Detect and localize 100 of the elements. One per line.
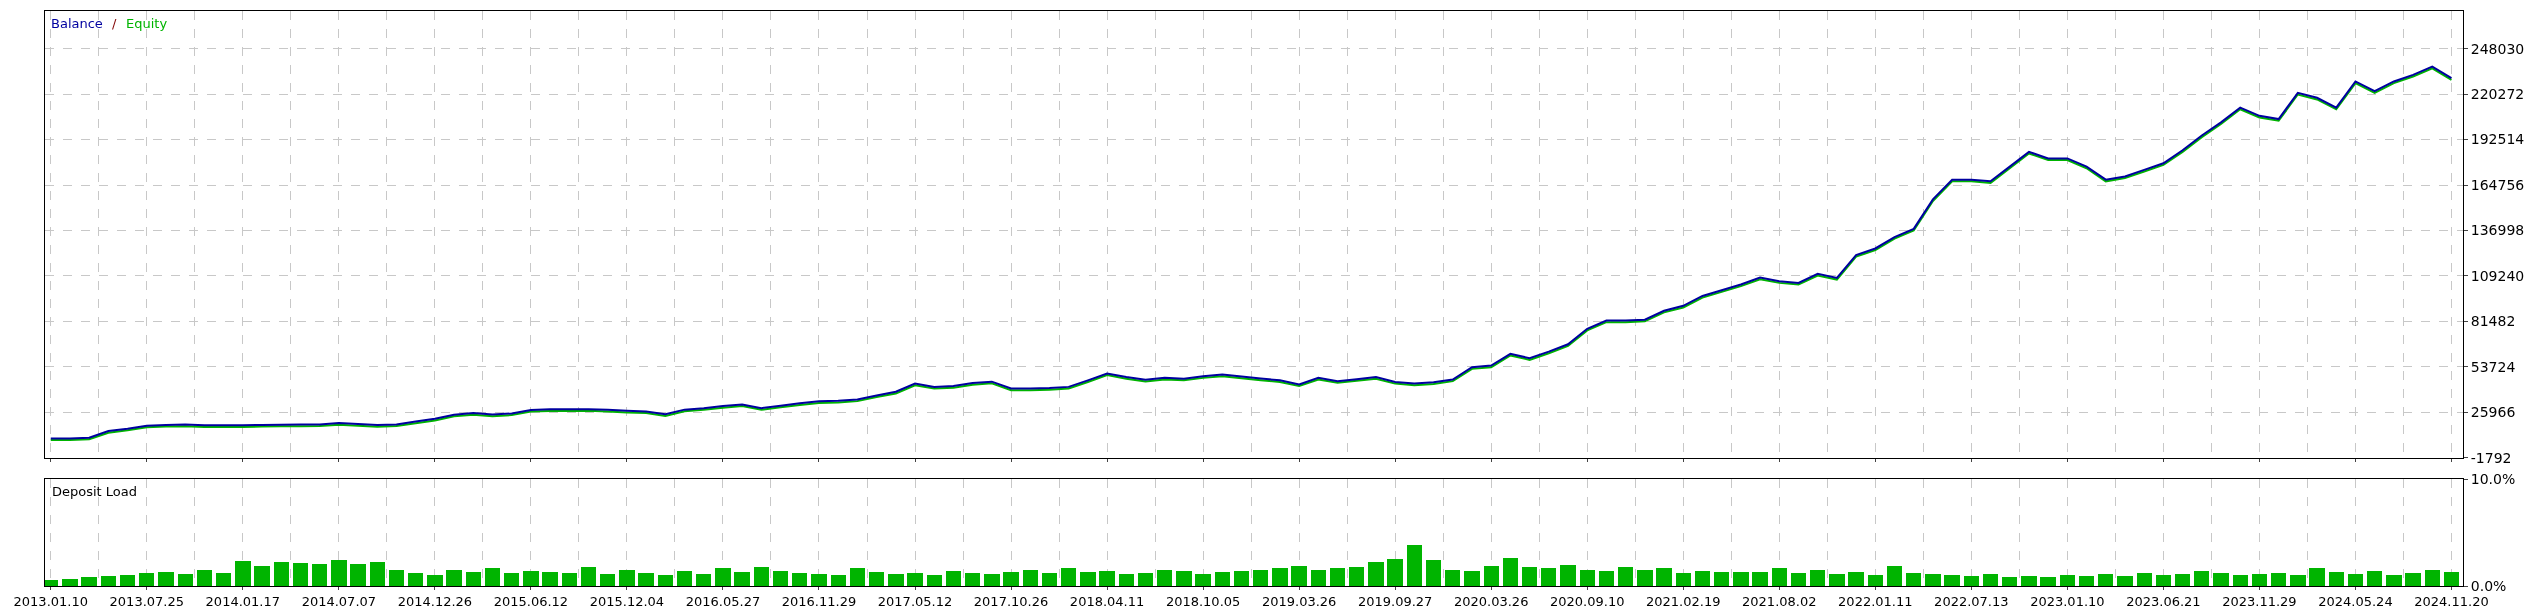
x-tick-label: 2021.08.02 <box>1742 593 1817 609</box>
x-tick-label: 2018.04.11 <box>1069 593 1145 609</box>
x-tick-label: 2013.07.25 <box>109 593 185 609</box>
bar <box>984 574 1000 586</box>
x-tick-label: 2018.10.05 <box>1165 593 1241 609</box>
bar <box>1464 571 1480 586</box>
bar <box>562 573 577 586</box>
bar <box>792 573 807 586</box>
x-tick-label: 2023.01.10 <box>2030 593 2105 609</box>
x-tick-label: 2020.03.26 <box>1453 593 1529 609</box>
bar <box>658 575 673 586</box>
bar <box>1349 567 1364 586</box>
bar <box>1445 570 1460 586</box>
x-tick-label: 2017.10.26 <box>973 593 1049 609</box>
y-tick-label: 192514 <box>2470 131 2525 148</box>
bar <box>1925 574 1941 586</box>
bar <box>2175 574 2190 586</box>
bar <box>1522 567 1537 586</box>
bar <box>2367 571 2382 586</box>
bar <box>523 571 539 586</box>
bar <box>1695 571 1710 586</box>
bar <box>1637 570 1653 586</box>
y-tick-label: 0.0% <box>2470 577 2507 594</box>
bar <box>1752 572 1768 586</box>
x-tick-label: 2024.11.20 <box>2414 593 2489 609</box>
bar <box>1195 574 1211 586</box>
bar <box>677 571 692 586</box>
bar <box>1138 573 1153 586</box>
bar <box>1003 572 1019 586</box>
bar <box>2060 575 2075 586</box>
chart-title: Deposit Load <box>52 484 138 499</box>
bar <box>2098 574 2113 586</box>
bar <box>427 575 443 586</box>
bar <box>1176 571 1192 586</box>
bar <box>312 564 327 586</box>
x-tick-label: 2023.06.21 <box>2126 593 2201 609</box>
bar <box>946 571 961 586</box>
bar <box>831 575 846 586</box>
bar <box>446 570 462 586</box>
bar <box>1618 567 1633 586</box>
bar <box>1676 573 1691 586</box>
x-tick-label: 2013.01.10 <box>13 593 88 609</box>
y-tick-label: 220272 <box>2470 85 2525 102</box>
bar <box>139 573 154 586</box>
bar <box>2233 575 2248 586</box>
x-tick-label: 2015.12.04 <box>589 593 665 609</box>
x-tick-label: 2015.06.12 <box>493 593 569 609</box>
bar <box>1061 568 1076 586</box>
bar <box>927 575 942 586</box>
bar <box>2156 575 2171 586</box>
bar <box>1791 573 1806 586</box>
bar <box>1215 572 1230 586</box>
bar <box>2271 573 2286 586</box>
bar <box>773 571 788 586</box>
bar <box>581 567 596 586</box>
bar <box>2002 577 2017 586</box>
bar <box>1387 559 1403 586</box>
bar <box>1848 572 1864 586</box>
bar <box>1906 573 1921 586</box>
bar <box>850 568 865 586</box>
bar <box>1829 574 1845 586</box>
y-tick-label: 136998 <box>2470 222 2525 239</box>
bar <box>2329 572 2344 586</box>
bar <box>1099 571 1115 586</box>
bar <box>1311 570 1326 586</box>
bar <box>1983 574 1998 586</box>
bar <box>1772 568 1787 586</box>
bar <box>1368 562 1384 586</box>
bar <box>81 577 97 586</box>
bar <box>869 572 884 586</box>
x-tick-label: 2014.01.17 <box>205 593 281 609</box>
bar <box>1042 573 1057 586</box>
bar <box>1656 568 1672 586</box>
bar <box>389 570 404 586</box>
bar <box>1291 566 1307 586</box>
bar <box>2194 571 2209 586</box>
bar <box>2290 575 2306 586</box>
bar <box>1868 575 1883 586</box>
bar <box>696 574 711 586</box>
bar <box>2252 574 2267 586</box>
bar <box>350 564 366 586</box>
bar <box>638 573 654 586</box>
y-tick-label: 248030 <box>2470 40 2525 57</box>
bar <box>754 567 769 586</box>
bar <box>888 574 904 586</box>
bar <box>101 576 116 586</box>
text: Balance <box>51 16 103 31</box>
y-tick-label: 81482 <box>2470 313 2516 330</box>
x-tick-label: 2017.05.12 <box>877 593 953 609</box>
y-tick-label: 53724 <box>2470 358 2516 375</box>
x-tick-label: 2019.09.27 <box>1357 593 1433 609</box>
bar <box>1023 570 1038 586</box>
bar <box>542 572 558 586</box>
y-tick-label: -1792 <box>2470 449 2512 466</box>
bar <box>1330 568 1345 586</box>
bar <box>2137 573 2152 586</box>
bar <box>2386 575 2402 586</box>
bar <box>1407 545 1422 586</box>
bar <box>2213 573 2229 586</box>
bar <box>235 561 251 586</box>
